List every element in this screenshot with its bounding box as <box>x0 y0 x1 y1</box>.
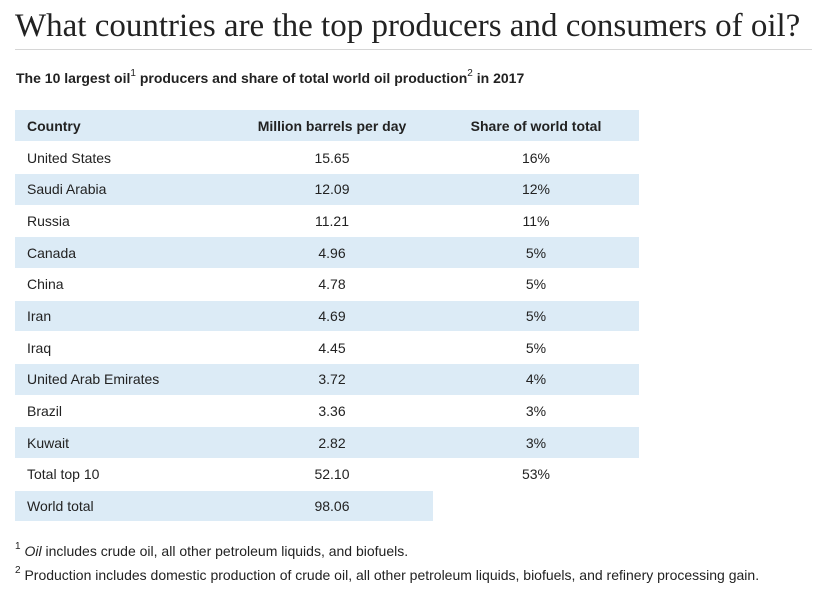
table-row: Iran 4.69 5% <box>15 300 639 333</box>
table-row-world-total: World total 98.06 <box>15 490 639 523</box>
table-row: China 4.78 5% <box>15 268 639 301</box>
cell-share <box>433 490 639 523</box>
cell-mbd: 4.78 <box>231 268 433 301</box>
cell-mbd: 3.72 <box>231 363 433 396</box>
caption-text-2: producers and share of total world oil p… <box>135 70 468 86</box>
cell-country: Iran <box>15 300 231 333</box>
footnote-1-number: 1 <box>15 541 21 553</box>
cell-mbd: 52.10 <box>231 458 433 491</box>
cell-country: World total <box>15 490 231 523</box>
caption-text-1: The 10 largest oil <box>16 70 131 86</box>
cell-mbd: 98.06 <box>231 490 433 523</box>
cell-country: Kuwait <box>15 426 231 460</box>
table-header-row: Country Million barrels per day Share of… <box>15 110 639 143</box>
cell-mbd: 11.21 <box>231 205 433 238</box>
cell-mbd: 4.45 <box>231 331 433 364</box>
cell-country: United Arab Emirates <box>15 363 231 396</box>
cell-country: United States <box>15 141 231 174</box>
cell-share: 12% <box>433 173 639 206</box>
cell-share: 11% <box>433 205 639 238</box>
cell-country: Russia <box>15 205 231 238</box>
table-row: United States 15.65 16% <box>15 141 639 174</box>
cell-share: 5% <box>433 236 639 269</box>
cell-share: 5% <box>433 300 639 333</box>
cell-mbd: 2.82 <box>231 426 433 460</box>
cell-country: Total top 10 <box>15 458 231 491</box>
footnote-2: 2 Production includes domestic productio… <box>15 566 759 584</box>
table-caption: The 10 largest oil1 producers and share … <box>16 68 524 88</box>
table-row-total-top-10: Total top 10 52.10 53% <box>15 458 639 491</box>
cell-share: 4% <box>433 363 639 396</box>
page-title: What countries are the top producers and… <box>15 8 801 44</box>
table-row: United Arab Emirates 3.72 4% <box>15 363 639 396</box>
footnote-1-text: includes crude oil, all other petroleum … <box>41 543 409 559</box>
cell-share: 3% <box>433 426 639 460</box>
table-row: Saudi Arabia 12.09 12% <box>15 173 639 206</box>
header-country: Country <box>15 110 231 143</box>
title-divider <box>15 49 812 50</box>
cell-mbd: 12.09 <box>231 173 433 206</box>
table-row: Brazil 3.36 3% <box>15 395 639 428</box>
cell-country: Brazil <box>15 395 231 428</box>
cell-mbd: 4.96 <box>231 236 433 269</box>
caption-footnote-ref-2[interactable]: 2 <box>467 68 473 80</box>
cell-mbd: 15.65 <box>231 141 433 174</box>
cell-share: 5% <box>433 331 639 364</box>
cell-country: Saudi Arabia <box>15 173 231 206</box>
table-row: Russia 11.21 11% <box>15 205 639 238</box>
caption-text-3: in 2017 <box>472 70 525 86</box>
footnote-2-number: 2 <box>15 565 21 577</box>
cell-country: China <box>15 268 231 301</box>
cell-country: Canada <box>15 236 231 269</box>
footnote-1-term: Oil <box>24 543 42 559</box>
table-row: Iraq 4.45 5% <box>15 331 639 364</box>
cell-mbd: 3.36 <box>231 395 433 428</box>
table-row: Canada 4.96 5% <box>15 236 639 269</box>
cell-share: 16% <box>433 141 639 174</box>
cell-country: Iraq <box>15 331 231 364</box>
cell-mbd: 4.69 <box>231 300 433 333</box>
cell-share: 53% <box>433 458 639 491</box>
caption-footnote-ref-1[interactable]: 1 <box>130 68 136 80</box>
oil-producers-table: Country Million barrels per day Share of… <box>15 110 639 523</box>
header-share-of-world-total: Share of world total <box>433 110 639 143</box>
table-row: Kuwait 2.82 3% <box>15 426 639 460</box>
cell-share: 3% <box>433 395 639 428</box>
header-million-barrels-per-day: Million barrels per day <box>231 110 433 143</box>
footnote-1: 1 Oil includes crude oil, all other petr… <box>15 542 408 560</box>
cell-share: 5% <box>433 268 639 301</box>
footnote-2-text: Production includes domestic production … <box>20 567 760 583</box>
